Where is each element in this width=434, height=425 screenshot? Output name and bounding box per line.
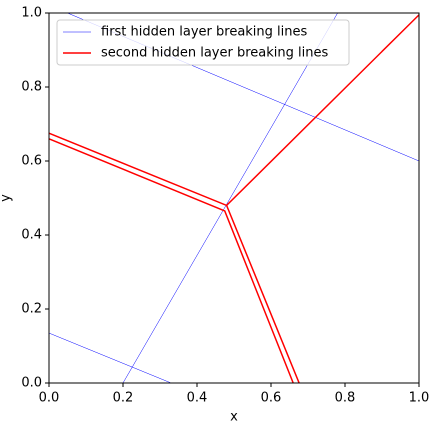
y-tick-label: 0.2 bbox=[21, 302, 42, 317]
y-tick-label: 0.8 bbox=[21, 80, 42, 95]
plot-lines bbox=[49, 13, 419, 383]
x-axis-label: x bbox=[230, 410, 238, 425]
y-tick-label: 0.4 bbox=[21, 228, 42, 243]
line bbox=[49, 332, 172, 383]
legend-label: first hidden layer breaking lines bbox=[101, 25, 308, 40]
line bbox=[122, 13, 338, 383]
y-axis-label: y bbox=[0, 194, 14, 202]
x-tick-label: 0.0 bbox=[39, 391, 60, 406]
x-tick-label: 1.0 bbox=[409, 391, 430, 406]
x-tick-label: 0.6 bbox=[261, 391, 282, 406]
legend-box bbox=[56, 19, 350, 66]
x-tick-label: 0.4 bbox=[187, 391, 208, 406]
plot-frame bbox=[48, 12, 420, 384]
x-tick-label: 0.8 bbox=[335, 391, 356, 406]
legend: first hidden layer breaking lines second … bbox=[56, 19, 350, 66]
line bbox=[49, 138, 294, 383]
y-tick-label: 0.6 bbox=[21, 154, 42, 169]
y-tick-label: 0.0 bbox=[21, 376, 42, 391]
y-tick-label: 1.0 bbox=[21, 6, 42, 21]
x-tick-label: 0.2 bbox=[113, 391, 134, 406]
line bbox=[225, 205, 300, 383]
legend-label: second hidden layer breaking lines bbox=[101, 46, 328, 61]
